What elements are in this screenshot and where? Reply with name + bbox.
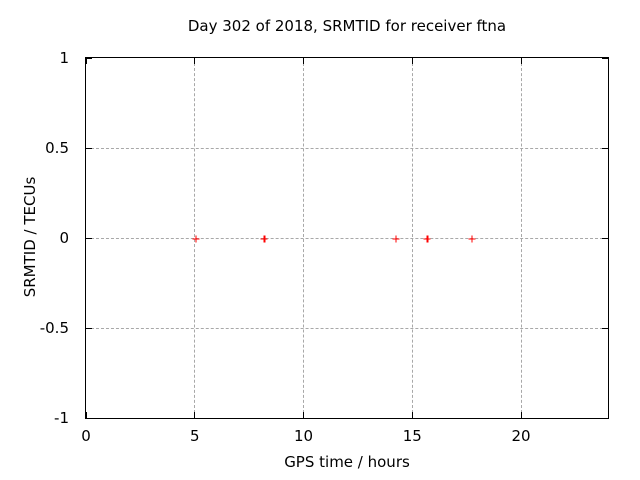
plot-inner [85,57,608,419]
x-axis-label: GPS time / hours [284,453,410,471]
y-tick-mark [86,327,92,329]
x-tick-mark [520,412,522,418]
x-tick-mark [85,412,87,418]
y-tick-mark [602,237,608,239]
y-tick-label: 1 [59,49,69,67]
y-gridline [86,237,608,239]
y-tick-mark [86,57,92,59]
y-gridline [86,327,608,329]
x-tick-mark [194,412,196,418]
data-point-marker [260,235,268,243]
data-point-marker [192,235,200,243]
x-tick-mark [411,412,413,418]
x-tick-mark [303,58,304,64]
y-tick-label: -0.5 [39,319,69,337]
x-tick-mark [303,412,304,418]
x-tick-label: 0 [81,427,91,445]
y-tick-label: 0.5 [45,139,69,157]
y-tick-mark [86,417,92,419]
data-point-marker [468,235,476,243]
y-tick-mark [602,417,608,419]
y-tick-mark [86,147,92,149]
y-tick-label: 0 [59,229,69,247]
x-tick-mark [520,58,522,64]
x-tick-label: 15 [402,427,422,445]
x-tick-label: 5 [189,427,200,445]
x-tick-mark [411,58,413,64]
chart-title: Day 302 of 2018, SRMTID for receiver ftn… [187,17,507,35]
x-tick-label: 10 [293,427,314,445]
y-tick-mark [602,147,608,149]
y-tick-mark [86,237,92,239]
data-point-marker [392,235,400,243]
y-tick-mark [602,327,608,329]
x-tick-mark [194,58,196,64]
plot-area [85,57,609,419]
data-point-marker [423,235,431,243]
y-gridline [86,147,608,149]
y-tick-mark [602,57,608,59]
x-tick-label: 20 [511,427,531,445]
x-tick-mark [85,58,87,64]
y-tick-label: -1 [54,409,69,427]
